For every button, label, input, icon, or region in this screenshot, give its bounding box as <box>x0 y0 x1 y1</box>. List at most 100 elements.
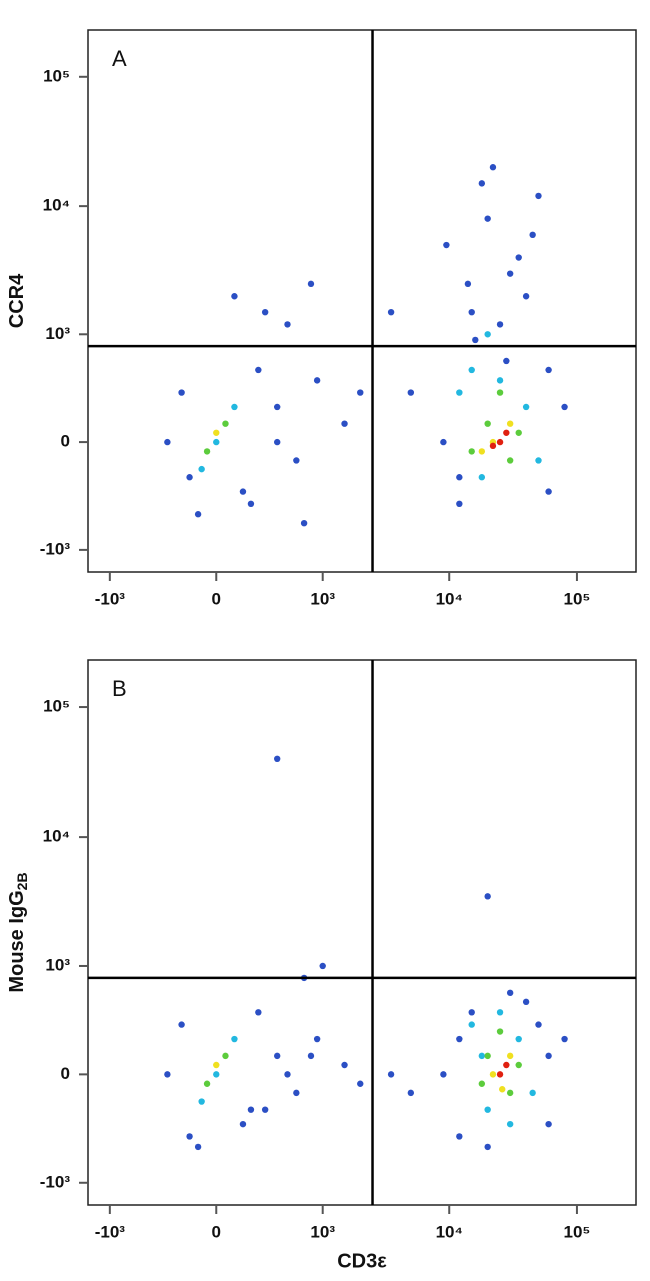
event-dot <box>506 1120 514 1128</box>
plot-frame <box>87 659 637 1206</box>
event-dot <box>203 448 211 455</box>
event-dot <box>164 438 171 446</box>
event-dot <box>300 519 308 527</box>
event-dot <box>274 755 281 763</box>
event-dot <box>484 420 491 427</box>
event-dot <box>313 1035 321 1043</box>
y-axis-label: CCR4 <box>6 273 28 328</box>
y-axis-label-subscript: 2B <box>14 872 30 890</box>
event-dot <box>478 1080 486 1087</box>
event-dot <box>307 280 315 288</box>
y-axis-label-text: CCR4 <box>6 273 28 328</box>
x-tick-label: 0 <box>212 589 221 608</box>
event-dot <box>484 893 491 900</box>
event-dot <box>506 457 514 464</box>
event-dot <box>387 308 395 316</box>
x-tick-label: 10⁵ <box>563 589 590 608</box>
event-dot <box>319 962 326 970</box>
event-dot <box>456 1133 463 1140</box>
x-tick-label: 10⁴ <box>436 589 463 608</box>
event-dot <box>478 474 486 481</box>
y-tick-label: 0 <box>61 432 70 451</box>
event-dot <box>203 1080 211 1087</box>
event-dot <box>522 293 530 300</box>
event-dot <box>213 429 220 436</box>
y-tick-label: 0 <box>61 1064 70 1083</box>
event-dot <box>284 1071 291 1078</box>
event-dot <box>503 429 510 436</box>
event-dot <box>178 389 185 396</box>
event-dot <box>545 488 552 495</box>
event-dot <box>407 389 415 396</box>
event-dot <box>341 420 348 427</box>
y-tick-label: 10⁴ <box>43 196 70 215</box>
event-dot <box>239 1120 247 1128</box>
event-dot <box>284 321 291 328</box>
event-dot <box>407 1089 415 1097</box>
event-dot <box>468 308 475 316</box>
event-dot <box>313 377 321 384</box>
event-dot <box>496 389 504 396</box>
event-dot <box>478 180 486 187</box>
event-dot <box>515 254 522 261</box>
event-dot <box>239 488 247 495</box>
event-dot <box>484 1106 491 1113</box>
y-tick-label: 10⁵ <box>43 66 70 85</box>
event-dot <box>545 1052 552 1060</box>
event-dot <box>503 1061 510 1069</box>
event-dot <box>478 1052 486 1060</box>
x-tick-label: 0 <box>212 1222 221 1241</box>
event-dot <box>387 1071 395 1078</box>
event-dot <box>274 403 281 411</box>
y-tick-label: 10³ <box>45 324 70 343</box>
event-dot <box>561 1035 568 1043</box>
event-dot <box>247 500 255 508</box>
event-dot <box>456 500 463 508</box>
y-axis-label-text: Mouse IgG <box>6 890 28 992</box>
event-dot <box>506 420 514 427</box>
y-tick-label: 10⁴ <box>43 827 70 846</box>
event-dot <box>231 1035 238 1043</box>
event-dot <box>440 1071 447 1078</box>
event-dot <box>274 1052 281 1060</box>
event-dot <box>468 366 475 374</box>
event-dot <box>213 1061 220 1069</box>
event-dot <box>198 1098 205 1105</box>
event-dot <box>478 448 486 455</box>
event-dot <box>535 192 542 200</box>
event-dot <box>222 1052 229 1060</box>
event-dot <box>522 998 530 1006</box>
event-dot <box>496 1071 504 1078</box>
x-tick-label: 10⁵ <box>563 1222 590 1241</box>
event-dot <box>198 465 205 473</box>
event-dot <box>515 1061 522 1069</box>
event-dot <box>496 1009 504 1016</box>
event-dot <box>496 1028 504 1035</box>
event-dot <box>274 438 281 446</box>
event-dot <box>255 366 262 374</box>
event-dot <box>307 1052 315 1060</box>
event-dot <box>472 336 479 344</box>
event-dot <box>545 1120 552 1128</box>
event-dot <box>443 241 450 249</box>
y-tick-label: 10³ <box>45 955 70 974</box>
event-dot <box>506 1089 514 1097</box>
event-dot <box>247 1106 255 1113</box>
event-dot <box>456 1035 463 1043</box>
event-dot <box>186 1133 193 1140</box>
event-dot <box>506 270 514 277</box>
event-dot <box>456 474 463 481</box>
event-dot <box>529 231 536 239</box>
event-dot <box>506 1052 514 1060</box>
plot-frame <box>87 29 637 573</box>
event-dot <box>484 1052 491 1060</box>
event-dot <box>231 293 238 300</box>
event-dot <box>293 457 300 464</box>
event-dot <box>194 511 202 518</box>
event-dot <box>496 377 504 384</box>
event-dot <box>545 366 552 374</box>
event-dot <box>464 280 472 288</box>
x-tick-label: 10³ <box>310 589 335 608</box>
y-axis-label: Mouse IgG2B <box>6 872 29 992</box>
event-dot <box>164 1071 171 1078</box>
